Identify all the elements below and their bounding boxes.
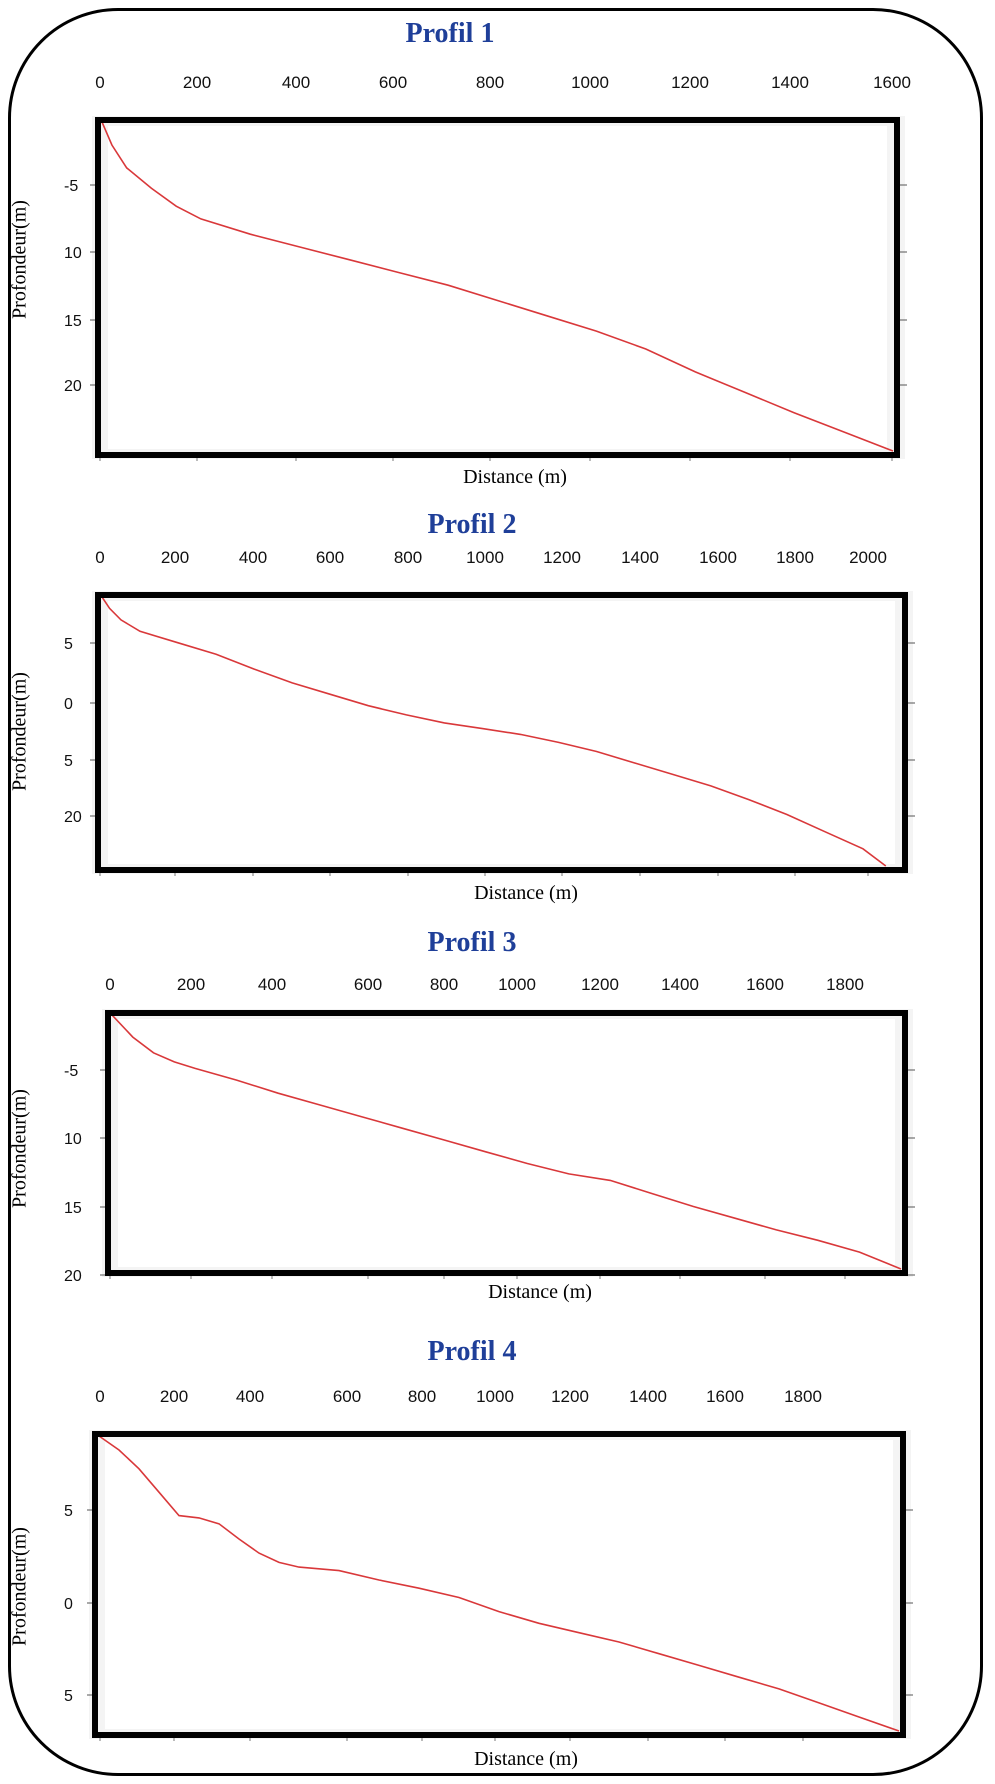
y-tick-label: 5 xyxy=(64,1688,73,1705)
x-tick-label: 200 xyxy=(160,1387,188,1406)
x-tick-label: 400 xyxy=(282,73,310,92)
x-tick-label: 0 xyxy=(95,1387,104,1406)
y-tick-label: 10 xyxy=(64,245,82,262)
x-tick-label: 200 xyxy=(177,975,205,994)
plot-frame xyxy=(95,592,908,873)
x-tick-label: 200 xyxy=(183,73,211,92)
x-tick-label: 600 xyxy=(333,1387,361,1406)
depth-profile-line xyxy=(111,1014,902,1270)
x-tick-label: 800 xyxy=(394,548,422,567)
y-tick-label: 5 xyxy=(64,1503,73,1520)
x-tick-label: 1200 xyxy=(543,548,581,567)
x-tick-label: 400 xyxy=(236,1387,264,1406)
plot-area xyxy=(105,1440,893,1729)
x-tick-label: 1800 xyxy=(784,1387,822,1406)
x-tick-label: 1800 xyxy=(826,975,864,994)
x-tick-label: 400 xyxy=(258,975,286,994)
y-tick-label: 0 xyxy=(64,1596,73,1613)
rounded-frame xyxy=(8,8,983,1776)
plot-frame xyxy=(92,1431,906,1738)
y-tick-label: -5 xyxy=(64,1063,78,1080)
x-tick-label: 600 xyxy=(316,548,344,567)
y-axis-label: Profondeur(m) xyxy=(8,1089,31,1208)
chart-title: Profil 2 xyxy=(427,509,517,540)
x-tick-label: 1400 xyxy=(629,1387,667,1406)
x-tick-label: 1600 xyxy=(699,548,737,567)
x-tick-label: 0 xyxy=(95,73,104,92)
y-tick-label: 15 xyxy=(64,1200,82,1217)
x-tick-label: 1200 xyxy=(671,73,709,92)
x-axis-label: Distance (m) xyxy=(474,882,578,904)
y-axis-label: Profondeur(m) xyxy=(8,1527,31,1646)
y-tick-label: 5 xyxy=(64,636,73,653)
y-axis-label: Profondeur(m) xyxy=(8,672,31,791)
y-tick-label: 5 xyxy=(64,753,73,770)
x-tick-label: 1600 xyxy=(706,1387,744,1406)
plot-frame xyxy=(105,1010,908,1276)
x-tick-label: 1600 xyxy=(746,975,784,994)
x-tick-label: 2000 xyxy=(849,548,887,567)
y-tick-label: 20 xyxy=(64,378,82,395)
y-tick-label: 15 xyxy=(64,313,82,330)
y-tick-label: -5 xyxy=(64,178,78,195)
x-tick-label: 0 xyxy=(95,548,104,567)
x-tick-label: 0 xyxy=(105,975,114,994)
chart-title: Profil 3 xyxy=(427,927,517,958)
x-tick-label: 1000 xyxy=(571,73,609,92)
x-tick-label: 1400 xyxy=(661,975,699,994)
chart-title: Profil 4 xyxy=(427,1336,517,1367)
plot-area xyxy=(108,126,887,449)
plot-area xyxy=(118,1019,895,1267)
x-axis-label: Distance (m) xyxy=(488,1281,592,1303)
x-tick-label: 400 xyxy=(239,548,267,567)
x-tick-label: 200 xyxy=(161,548,189,567)
x-tick-label: 1000 xyxy=(498,975,536,994)
x-axis-label: Distance (m) xyxy=(463,466,567,488)
depth-profile-line xyxy=(101,121,894,452)
y-tick-label: 20 xyxy=(64,1268,82,1285)
x-tick-label: 800 xyxy=(476,73,504,92)
x-tick-label: 1000 xyxy=(476,1387,514,1406)
x-tick-label: 1600 xyxy=(873,73,911,92)
y-tick-label: 0 xyxy=(64,696,73,713)
x-tick-label: 1000 xyxy=(466,548,504,567)
x-tick-label: 800 xyxy=(430,975,458,994)
depth-profile-line xyxy=(98,1435,900,1732)
x-tick-label: 1200 xyxy=(551,1387,589,1406)
x-tick-label: 1400 xyxy=(621,548,659,567)
x-tick-label: 600 xyxy=(379,73,407,92)
y-tick-label: 10 xyxy=(64,1131,82,1148)
x-tick-label: 600 xyxy=(354,975,382,994)
x-tick-label: 1200 xyxy=(581,975,619,994)
depth-profile-line xyxy=(101,596,887,867)
x-tick-label: 1400 xyxy=(771,73,809,92)
x-axis-label: Distance (m) xyxy=(474,1748,578,1770)
plot-area xyxy=(108,601,895,864)
x-tick-label: 1800 xyxy=(776,548,814,567)
chart-title: Profil 1 xyxy=(405,18,495,49)
y-tick-label: 20 xyxy=(64,809,82,826)
plot-frame xyxy=(95,117,900,458)
x-tick-label: 800 xyxy=(408,1387,436,1406)
